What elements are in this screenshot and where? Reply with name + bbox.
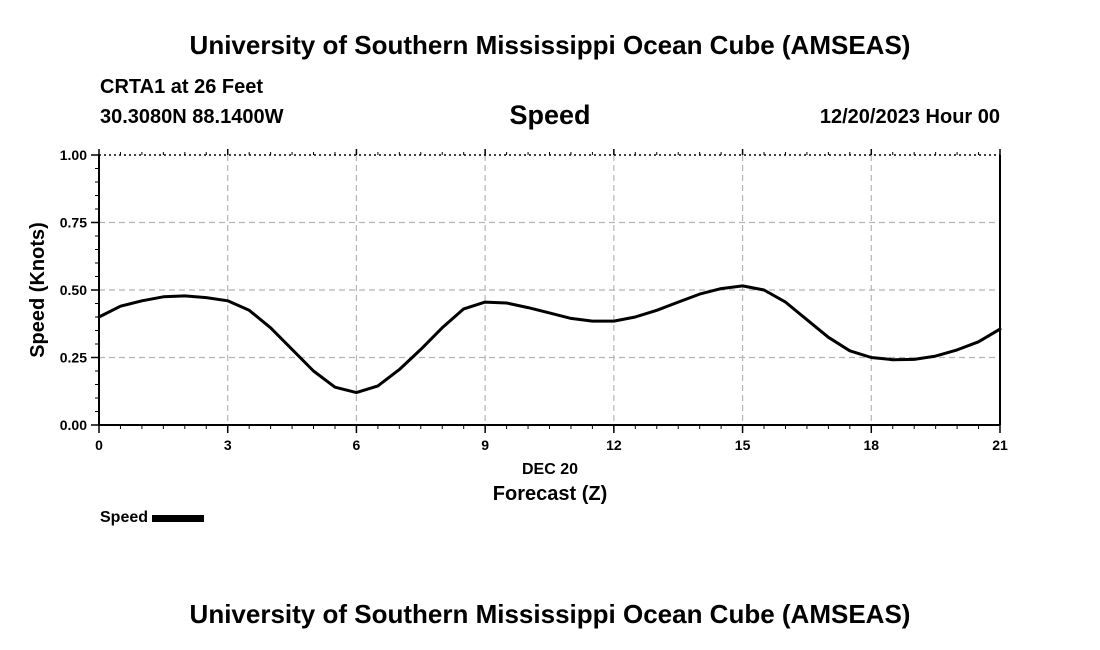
x-axis-label: Forecast (Z) <box>493 483 607 505</box>
x-axis-date-label: DEC 20 <box>522 461 578 478</box>
station-label: CRTA1 at 26 Feet <box>100 76 264 98</box>
footer-title: University of Southern Mississippi Ocean… <box>189 599 911 629</box>
legend-label: Speed <box>100 509 149 526</box>
datetime-label: 12/20/2023 Hour 00 <box>819 106 1000 128</box>
y-tick-label: 0.50 <box>60 282 87 298</box>
grid <box>99 155 1000 425</box>
legend-line-swatch <box>152 514 205 522</box>
legend: Speed <box>100 509 205 527</box>
data-layer <box>97 284 1002 395</box>
y-tick-label: 0.25 <box>60 350 87 366</box>
x-tick-label: 12 <box>606 437 622 453</box>
speed-series-line <box>97 284 1002 395</box>
x-tick-label: 21 <box>992 437 1008 453</box>
coordinates-label: 30.3080N 88.1400W <box>100 106 284 128</box>
axes: 0.00 0.25 0.50 0.75 1.00 0 3 6 9 12 15 18 21 <box>60 147 1008 453</box>
x-tick-label: 15 <box>735 437 751 453</box>
y-axis-label: Speed (Knots) <box>27 222 49 358</box>
variable-title: Speed <box>509 100 591 130</box>
y-tick-label: 0.75 <box>60 215 87 231</box>
x-tick-label: 6 <box>353 437 361 453</box>
x-tick-label: 3 <box>224 437 232 453</box>
chart-title: University of Southern Mississippi Ocean… <box>189 30 911 60</box>
x-tick-label: 18 <box>863 437 879 453</box>
x-tick-label: 0 <box>95 437 103 453</box>
y-tick-label: 1.00 <box>60 147 87 163</box>
y-tick-label: 0.00 <box>60 417 87 433</box>
x-tick-label: 9 <box>481 437 489 453</box>
